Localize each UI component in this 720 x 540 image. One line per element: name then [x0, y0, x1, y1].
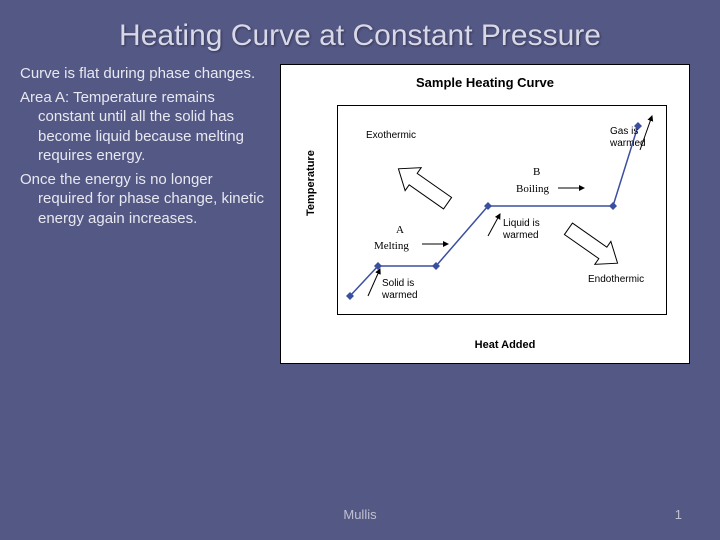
label-liquid-warmed: Liquid is warmed — [503, 218, 540, 242]
paragraph-2: Area A: Temperature remains constant unt… — [20, 88, 270, 166]
x-axis-label: Heat Added — [281, 339, 689, 351]
plot-area: Exothermic Endothermic Gas is warmed Liq… — [337, 105, 667, 315]
footer-page: 1 — [675, 507, 682, 522]
y-axis-label: Temperature — [305, 150, 317, 216]
paragraph-1: Curve is flat during phase changes. — [20, 64, 270, 84]
label-endothermic: Endothermic — [588, 274, 644, 286]
label-a: A — [396, 224, 404, 237]
label-gas-warmed: Gas is warmed — [610, 126, 646, 150]
paragraph-3: Once the energy is no longer required fo… — [20, 170, 270, 229]
label-exothermic: Exothermic — [366, 130, 416, 142]
label-b: B — [533, 166, 540, 179]
content-area: Curve is flat during phase changes. Area… — [0, 64, 720, 364]
label-boiling: Boiling — [516, 183, 549, 196]
slide-title: Heating Curve at Constant Pressure — [0, 0, 720, 64]
label-melting: Melting — [374, 240, 409, 253]
footer-author: Mullis — [0, 507, 720, 522]
label-solid-warmed: Solid is warmed — [382, 278, 418, 302]
chart-panel: Sample Heating Curve Temperature Heat Ad… — [280, 64, 690, 364]
text-column: Curve is flat during phase changes. Area… — [20, 64, 280, 364]
chart-title: Sample Heating Curve — [281, 65, 689, 94]
